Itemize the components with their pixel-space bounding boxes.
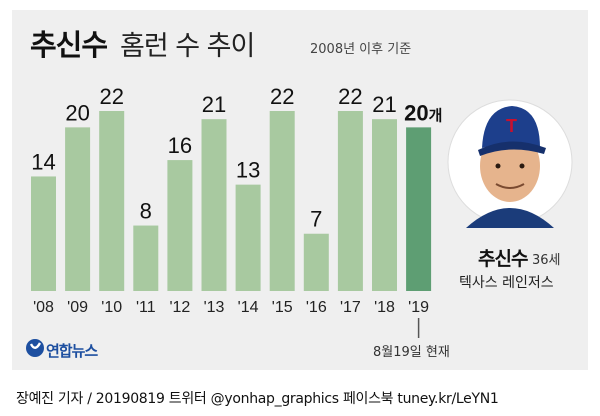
tick-label-11: '19 bbox=[408, 299, 429, 316]
logo-text: 연합뉴스 bbox=[46, 342, 98, 360]
tick-label-6: '14 bbox=[238, 299, 259, 316]
tick-label-0: '08 bbox=[33, 299, 54, 316]
title-note: 2008년 이후 기준 bbox=[310, 42, 412, 57]
value-label-1: 20 bbox=[65, 100, 89, 125]
tick-label-10: '18 bbox=[374, 299, 395, 316]
tick-label-8: '16 bbox=[306, 299, 327, 316]
value-label-6: 13 bbox=[236, 158, 260, 183]
tick-label-2: '10 bbox=[101, 299, 122, 316]
value-label-0: 14 bbox=[31, 149, 55, 174]
tick-label-7: '15 bbox=[272, 299, 293, 316]
footer-credit: 장예진 기자 / 20190819 트위터 @yonhap_graphics 페… bbox=[16, 391, 499, 407]
cap-logo-icon: T bbox=[506, 116, 517, 136]
bar-0 bbox=[31, 176, 56, 291]
value-label-8: 7 bbox=[310, 207, 322, 232]
current-date-note: 8월19일 현재 bbox=[373, 345, 450, 360]
bar-10 bbox=[372, 119, 397, 291]
value-unit-label: 개 bbox=[429, 106, 443, 124]
bar-5 bbox=[201, 119, 227, 291]
value-label-9: 22 bbox=[338, 84, 362, 109]
tick-label-4: '12 bbox=[169, 299, 190, 316]
player-age: 36세 bbox=[532, 253, 561, 268]
value-label-11: 20개 bbox=[404, 100, 442, 125]
bar-2 bbox=[99, 111, 125, 291]
value-label-4: 16 bbox=[168, 133, 192, 158]
tick-label-9: '17 bbox=[340, 299, 361, 316]
title-name: 추신수 bbox=[30, 28, 108, 62]
player-name: 추신수 bbox=[478, 248, 528, 270]
title-text: 홈런 수 추이 bbox=[120, 31, 255, 62]
bar-4 bbox=[167, 160, 193, 291]
value-label-10: 21 bbox=[372, 92, 396, 117]
bar-1 bbox=[65, 127, 91, 291]
bar-3 bbox=[133, 225, 159, 291]
bar-6 bbox=[235, 184, 261, 291]
tick-label-3: '11 bbox=[136, 299, 156, 316]
value-label-2: 22 bbox=[99, 84, 123, 109]
value-label-3: 8 bbox=[140, 199, 152, 224]
tick-label-1: '09 bbox=[67, 299, 88, 316]
value-label-7: 22 bbox=[270, 84, 294, 109]
player-team: 텍사스 레인저스 bbox=[459, 275, 554, 291]
player-photo: T bbox=[447, 99, 573, 228]
bar-8 bbox=[303, 233, 329, 291]
value-label-5: 21 bbox=[202, 92, 226, 117]
bar-7 bbox=[269, 111, 295, 291]
tick-label-5: '13 bbox=[204, 299, 225, 316]
bar-9 bbox=[337, 111, 363, 291]
bar-11 bbox=[406, 127, 432, 291]
yonhap-logo-icon bbox=[26, 339, 44, 357]
